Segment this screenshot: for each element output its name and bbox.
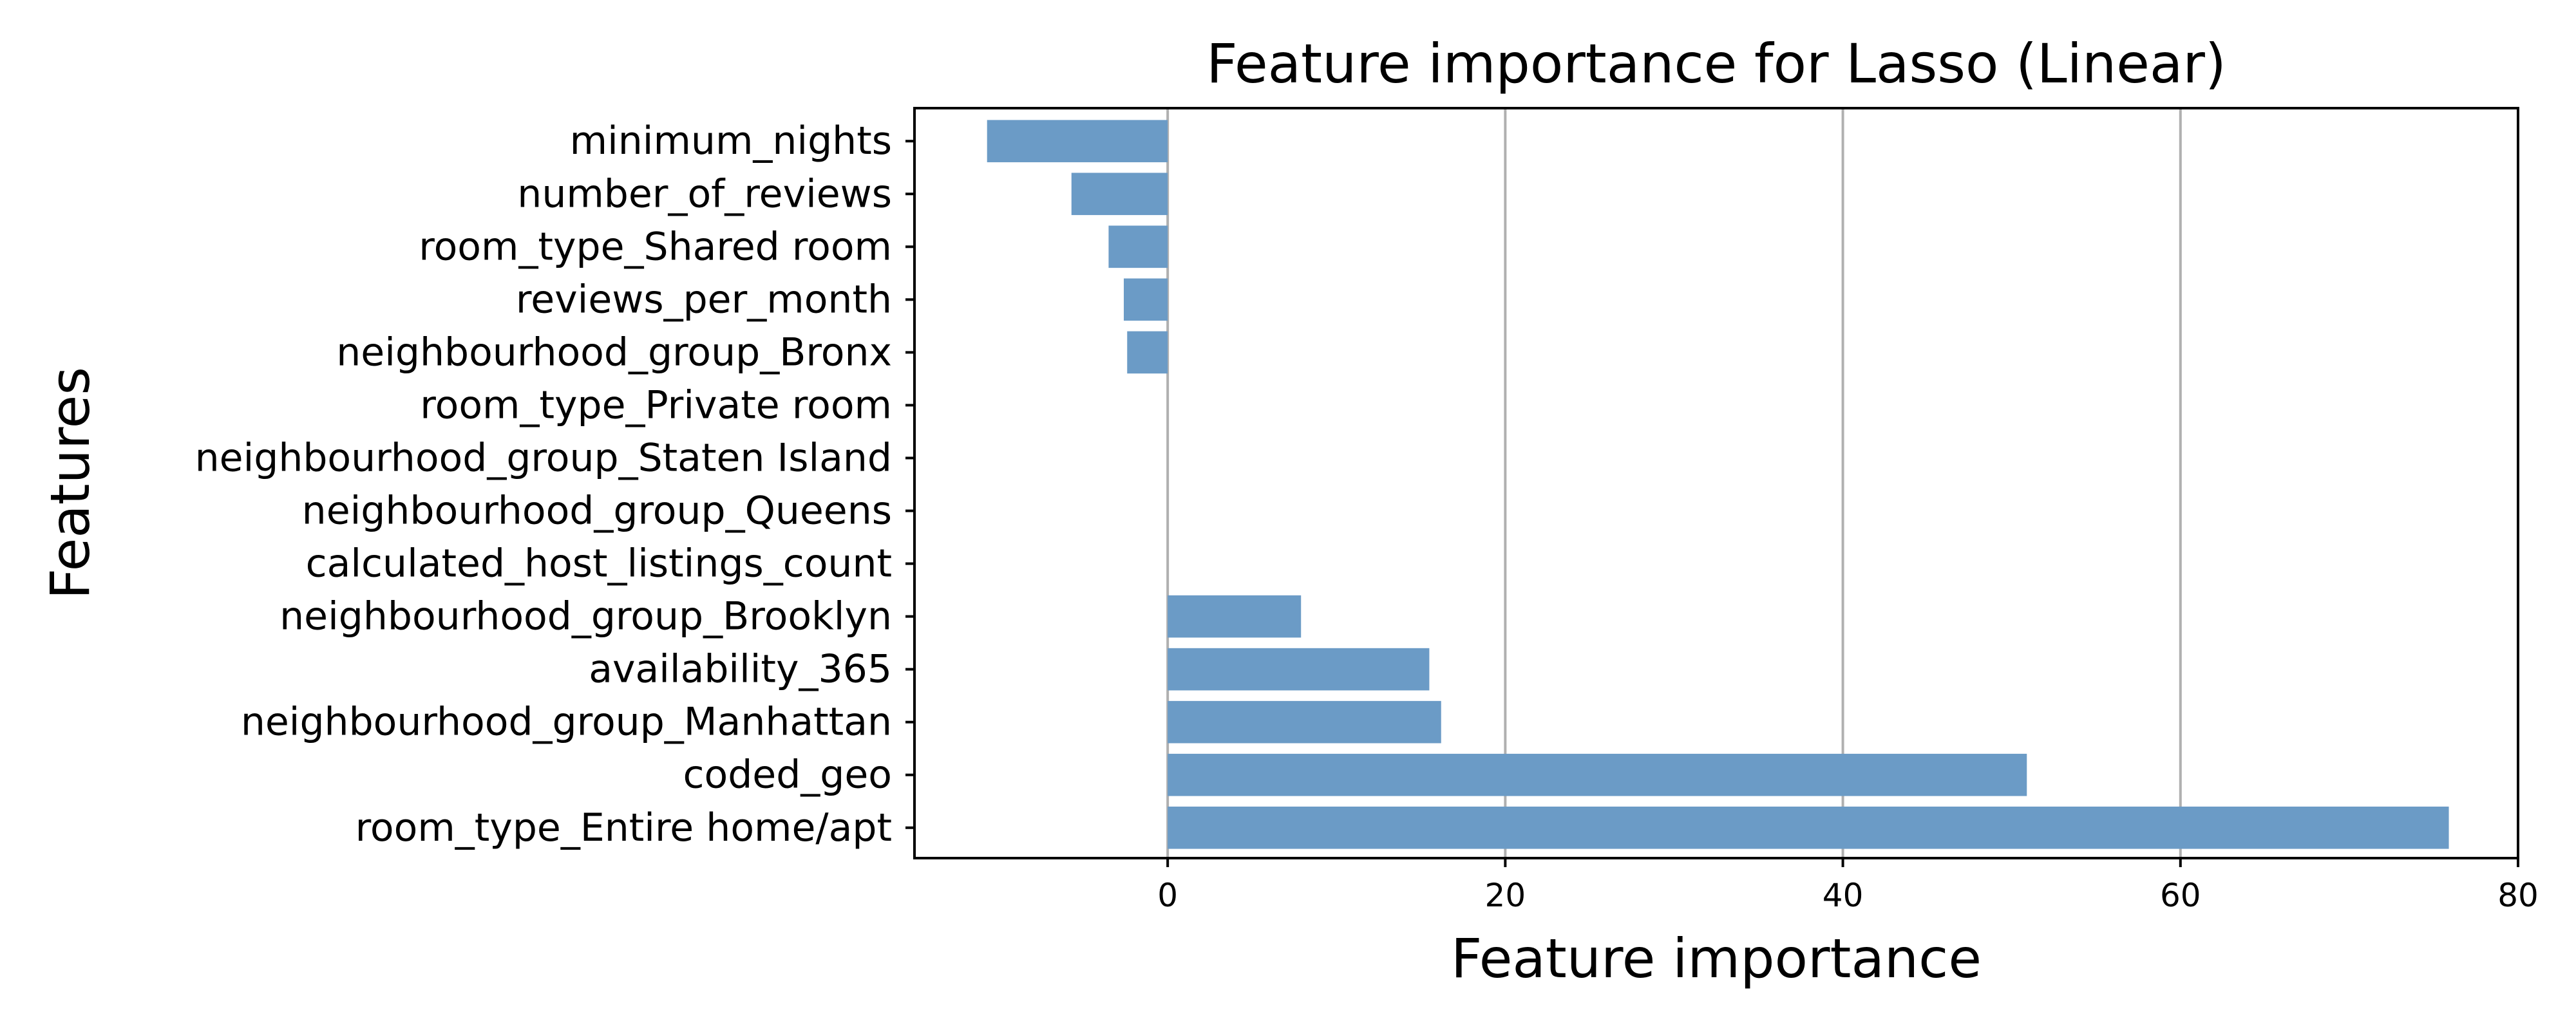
bar bbox=[1127, 331, 1168, 374]
bar bbox=[1168, 806, 2449, 849]
bar bbox=[987, 120, 1168, 163]
bar bbox=[1168, 753, 2027, 796]
y-tick-label: room_type_Private room bbox=[420, 382, 892, 427]
bar bbox=[1168, 700, 1441, 744]
grid-lines bbox=[1166, 108, 2519, 858]
bar bbox=[1168, 648, 1430, 691]
x-tick-label: 20 bbox=[1485, 877, 1526, 914]
y-axis-title: Features bbox=[39, 367, 102, 599]
y-tick-label: room_type_Entire home/apt bbox=[355, 805, 892, 850]
plot-frame bbox=[913, 107, 2519, 859]
y-tick-label: minimum_nights bbox=[570, 118, 892, 164]
y-tick-label: neighbourhood_group_Queens bbox=[302, 489, 892, 534]
y-tick-label: neighbourhood_group_Brooklyn bbox=[279, 594, 892, 639]
y-tick-label: room_type_Shared room bbox=[419, 224, 892, 269]
y-tick-label: reviews_per_month bbox=[516, 277, 892, 322]
y-tick-label: neighbourhood_group_Staten Island bbox=[195, 435, 892, 480]
y-tick-label: coded_geo bbox=[683, 753, 893, 798]
y-tick-label: neighbourhood_group_Manhattan bbox=[241, 700, 892, 745]
x-tick-label: 80 bbox=[2497, 877, 2539, 914]
bar bbox=[1108, 225, 1168, 268]
x-tick-label: 60 bbox=[2160, 877, 2201, 914]
x-axis-title: Feature importance bbox=[1451, 927, 1982, 990]
x-tick-label: 40 bbox=[1823, 877, 1864, 914]
bars bbox=[987, 120, 2449, 849]
y-tick-label: calculated_host_listings_count bbox=[306, 541, 892, 586]
x-tick-label: 0 bbox=[1157, 877, 1178, 914]
y-tick-label: number_of_reviews bbox=[517, 171, 892, 216]
bar bbox=[1071, 173, 1168, 216]
bar bbox=[1124, 278, 1168, 321]
y-tick-label: availability_365 bbox=[589, 647, 892, 692]
x-tick-labels: 0 20 40 60 80 bbox=[1157, 858, 2539, 914]
bar bbox=[1168, 595, 1302, 638]
y-tick-labels: minimum_nights number_of_reviews room_type… bbox=[195, 118, 914, 850]
chart-title: Feature importance for Lasso (Linear) bbox=[1206, 32, 2226, 95]
y-tick-label: neighbourhood_group_Bronx bbox=[336, 330, 892, 375]
